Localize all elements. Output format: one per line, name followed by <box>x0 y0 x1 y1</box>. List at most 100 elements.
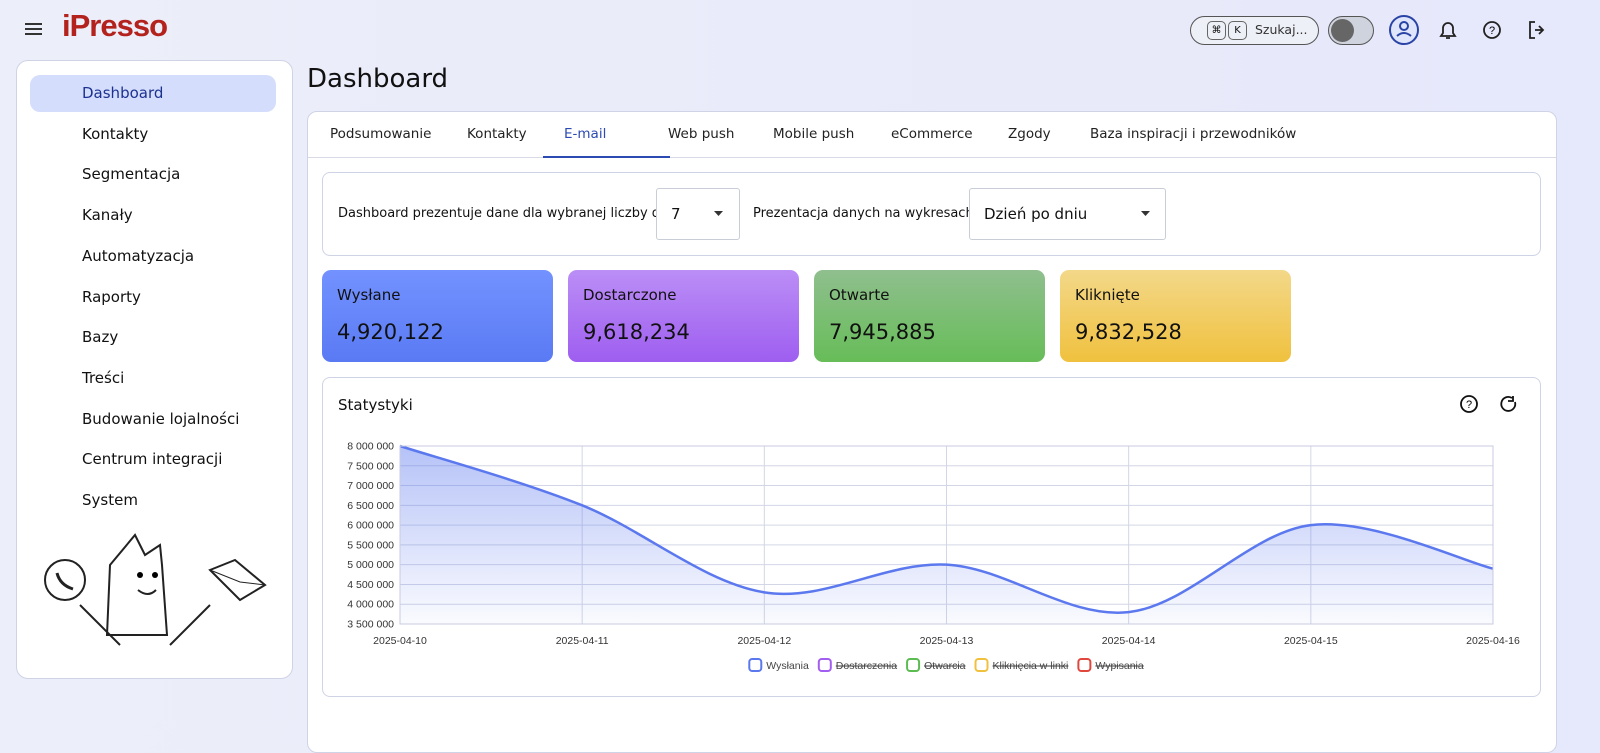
legend-item[interactable]: Wysłania <box>748 658 809 672</box>
sidebar-item[interactable]: System <box>30 482 276 519</box>
caret <box>1141 211 1150 216</box>
refresh-icon[interactable] <box>1500 396 1517 412</box>
sidebar-item[interactable]: Raporty <box>30 279 276 316</box>
sidebar-item[interactable]: Treści <box>30 360 276 397</box>
x-tick-label: 2025-04-16 <box>1466 635 1520 647</box>
y-tick-label: 6 000 000 <box>347 520 394 532</box>
sidebar-label: Budowanie lojalności <box>82 409 240 428</box>
tab[interactable]: Mobile push <box>773 112 854 156</box>
x-tick-label: 2025-04-15 <box>1284 635 1338 647</box>
card-label: Wysłane <box>337 286 401 304</box>
tab[interactable]: Kontakty <box>467 112 527 156</box>
stat-card: Otwarte 7,945,885 <box>814 270 1045 362</box>
key: ⌘ <box>1207 21 1226 40</box>
key: K <box>1228 21 1247 40</box>
card-label: Dostarczone <box>583 286 677 304</box>
y-tick-label: 7 500 000 <box>347 460 394 472</box>
help-icon[interactable] <box>1483 21 1501 39</box>
chart-actions: ? <box>1460 395 1517 413</box>
legend-label: Wypisania <box>1095 660 1144 672</box>
toggle-knob <box>1331 19 1354 42</box>
stat-card: Kliknięte 9,832,528 <box>1060 270 1291 362</box>
sidebar-item[interactable]: Kontakty <box>30 116 276 153</box>
y-tick-label: 5 500 000 <box>347 539 394 551</box>
tab-label: Podsumowanie <box>330 126 432 142</box>
legend-item[interactable]: Wypisania <box>1077 658 1144 672</box>
svg-text:?: ? <box>1466 399 1472 411</box>
card-value: 4,920,122 <box>337 320 444 344</box>
tab[interactable]: Web push <box>668 112 734 156</box>
filters: Dashboard prezentuje dane dla wybranej l… <box>322 172 1541 256</box>
line <box>399 444 1494 614</box>
legend-swatch <box>1077 658 1092 672</box>
legend-item[interactable]: Dostarczenia <box>817 658 897 672</box>
sidebar-label: Treści <box>82 368 125 387</box>
mascot <box>44 533 267 646</box>
sidebar-label: Kanały <box>82 206 133 225</box>
sidebar-label: Segmentacja <box>82 165 181 184</box>
x-tick-label: 2025-04-14 <box>1102 635 1156 647</box>
sidebar-item[interactable]: Centrum integracji <box>30 441 276 478</box>
sidebar-item[interactable]: Segmentacja <box>30 156 276 193</box>
theme-toggle[interactable] <box>1328 16 1374 45</box>
tab[interactable]: Baza inspiracji i przewodników <box>1090 112 1296 156</box>
sidebar-label: Kontakty <box>82 124 149 143</box>
legend-label: Otwarcia <box>924 660 966 672</box>
tab-label: Web push <box>668 126 735 142</box>
legend-item[interactable]: Kliknięcia w linki <box>974 658 1069 672</box>
logout-icon[interactable] <box>1529 21 1545 39</box>
select-value: 7 <box>671 205 681 223</box>
menu-icon <box>25 23 42 35</box>
tab-label: Mobile push <box>773 126 855 142</box>
x-tick-label: 2025-04-11 <box>556 635 609 647</box>
y-tick-label: 7 000 000 <box>347 480 394 492</box>
search-text: Szukaj... <box>1255 22 1308 37</box>
card-label: Otwarte <box>829 286 890 304</box>
tab[interactable]: E-mail <box>543 112 670 158</box>
days-select[interactable]: 7 <box>656 188 740 240</box>
sidebar-label: Dashboard <box>82 84 164 102</box>
sidebar-item[interactable]: Budowanie lojalności <box>30 401 276 438</box>
card-value: 7,945,885 <box>829 320 936 344</box>
legend-swatch <box>906 658 921 672</box>
x-tick-label: 2025-04-12 <box>737 635 791 647</box>
bell-icon[interactable] <box>1439 22 1457 39</box>
legend-item[interactable]: Otwarcia <box>906 658 966 672</box>
stat-card: Dostarczone 9,618,234 <box>568 270 799 362</box>
legend-swatch <box>974 658 989 672</box>
legend-label: Dostarczenia <box>836 660 897 672</box>
sidebar-item[interactable]: Dashboard <box>30 75 276 112</box>
sidebar-item[interactable]: Kanały <box>30 197 276 234</box>
tab-label: eCommerce <box>891 126 973 142</box>
page-title: Dashboard <box>307 64 449 94</box>
select-value: Dzień po dniu <box>984 205 1088 223</box>
y-tick-label: 3 500 000 <box>347 619 394 631</box>
sidebar-item[interactable]: Automatyzacja <box>30 238 276 275</box>
legend-label: Kliknięcia w linki <box>993 660 1069 672</box>
tab-label: Baza inspiracji i przewodników <box>1090 126 1297 142</box>
sidebar-label: System <box>82 491 138 509</box>
plot-border <box>399 445 1494 625</box>
y-tick-label: 6 500 000 <box>347 500 394 512</box>
stat-card: Wysłane 4,920,122 <box>322 270 553 362</box>
sidebar-item[interactable]: Bazy <box>30 319 276 356</box>
tab[interactable]: eCommerce <box>891 112 973 156</box>
tab-label: E-mail <box>564 126 607 142</box>
sidebar-label: Centrum integracji <box>82 450 223 469</box>
search[interactable]: ⌘ K Szukaj... <box>1190 16 1319 45</box>
y-tick-label: 8 000 000 <box>347 441 394 453</box>
y-tick-label: 4 000 000 <box>347 599 394 611</box>
help-icon[interactable] <box>1460 395 1478 413</box>
presentation-select[interactable]: Dzień po dniu <box>969 188 1166 240</box>
tab[interactable]: Podsumowanie <box>330 112 431 156</box>
y-tick-label: 4 500 000 <box>347 579 394 591</box>
logo[interactable]: iPresso <box>62 8 168 43</box>
menu-button[interactable] <box>24 20 44 42</box>
tab[interactable]: Zgody <box>1008 112 1051 156</box>
card-label: Kliknięte <box>1075 286 1140 304</box>
filter-label: Prezentacja danych na wykresach <box>753 206 974 221</box>
chart: 3 500 000 4 000 000 4 500 000 5 000 000 5 50… <box>347 441 1520 672</box>
legend-label: Wysłania <box>766 660 809 672</box>
card-value: 9,832,528 <box>1075 320 1182 344</box>
